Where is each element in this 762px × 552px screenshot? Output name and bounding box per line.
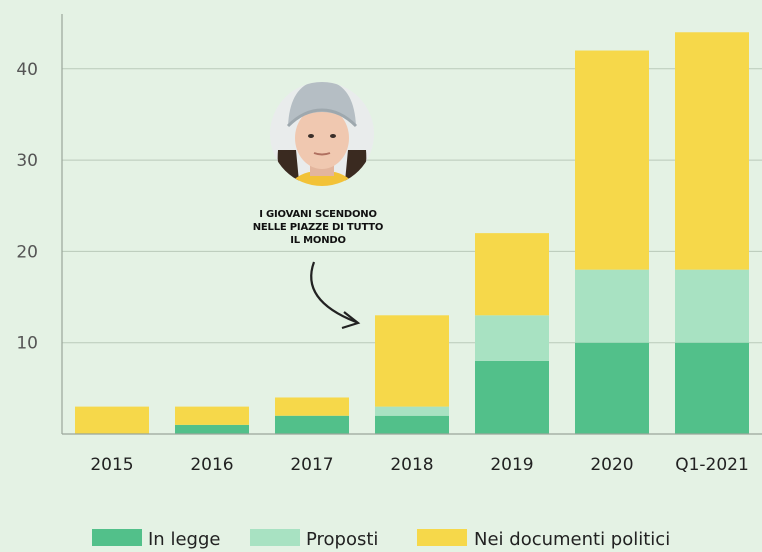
x-tick-label: 2018 [390, 455, 433, 475]
annotation-line-1: I GIOVANI SCENDONO [259, 209, 377, 220]
bar-Q1-2021-series-3 [675, 32, 749, 270]
y-tick-label: 30 [16, 151, 38, 171]
bar-Q1-2021-series-2 [675, 269, 749, 343]
y-tick-label: 40 [16, 60, 38, 80]
legend: In legge Proposti Nei documenti politici [92, 529, 670, 550]
bar-2020-series-3 [575, 50, 649, 270]
x-tick-label: 2016 [190, 455, 233, 475]
y-tick-label: 10 [16, 334, 38, 354]
bar-2016-series-3 [175, 406, 249, 425]
portrait-image [270, 82, 374, 186]
gridlines [62, 68, 762, 344]
annotation-arrow [310, 261, 357, 324]
bar-Q1-2021-series-1 [675, 342, 749, 434]
x-tick-label: 2017 [290, 455, 333, 475]
axes: 10 20 30 40 2015 2016 2017 2018 2019 2020 Q1-2021 [16, 14, 762, 475]
bar-2017-series-1 [275, 415, 349, 434]
bar-2020-series-1 [575, 342, 649, 434]
legend-swatch [417, 529, 467, 546]
bar-2018-series-3 [375, 315, 449, 407]
bar-2015-series-3 [75, 406, 149, 434]
legend-label: In legge [148, 529, 220, 550]
bar-2020-series-2 [575, 269, 649, 343]
y-tick-label: 20 [16, 242, 38, 262]
x-tick-label: Q1-2021 [675, 455, 749, 475]
bar-2019-series-3 [475, 233, 549, 316]
annotation-line-2: NELLE PIAZZE DI TUTTO [253, 222, 383, 233]
legend-swatch [92, 529, 142, 546]
bar-2016-series-1 [175, 424, 249, 434]
x-tick-label: 2019 [490, 455, 533, 475]
bar-2017-series-3 [275, 397, 349, 416]
legend-label: Proposti [306, 529, 378, 550]
bar-2019-series-2 [475, 315, 549, 361]
bar-2019-series-1 [475, 360, 549, 434]
legend-label: Nei documenti politici [474, 529, 670, 550]
annotation-line-3: IL MONDO [290, 235, 346, 246]
x-tick-label: 2015 [90, 455, 133, 475]
arrow-head-icon [341, 311, 361, 330]
bar-2018-series-2 [375, 406, 449, 416]
annotation: I GIOVANI SCENDONO NELLE PIAZZE DI TUTTO… [253, 82, 383, 330]
bar-2018-series-1 [375, 415, 449, 434]
x-tick-label: 2020 [590, 455, 633, 475]
bars [75, 32, 749, 434]
legend-swatch [250, 529, 300, 546]
